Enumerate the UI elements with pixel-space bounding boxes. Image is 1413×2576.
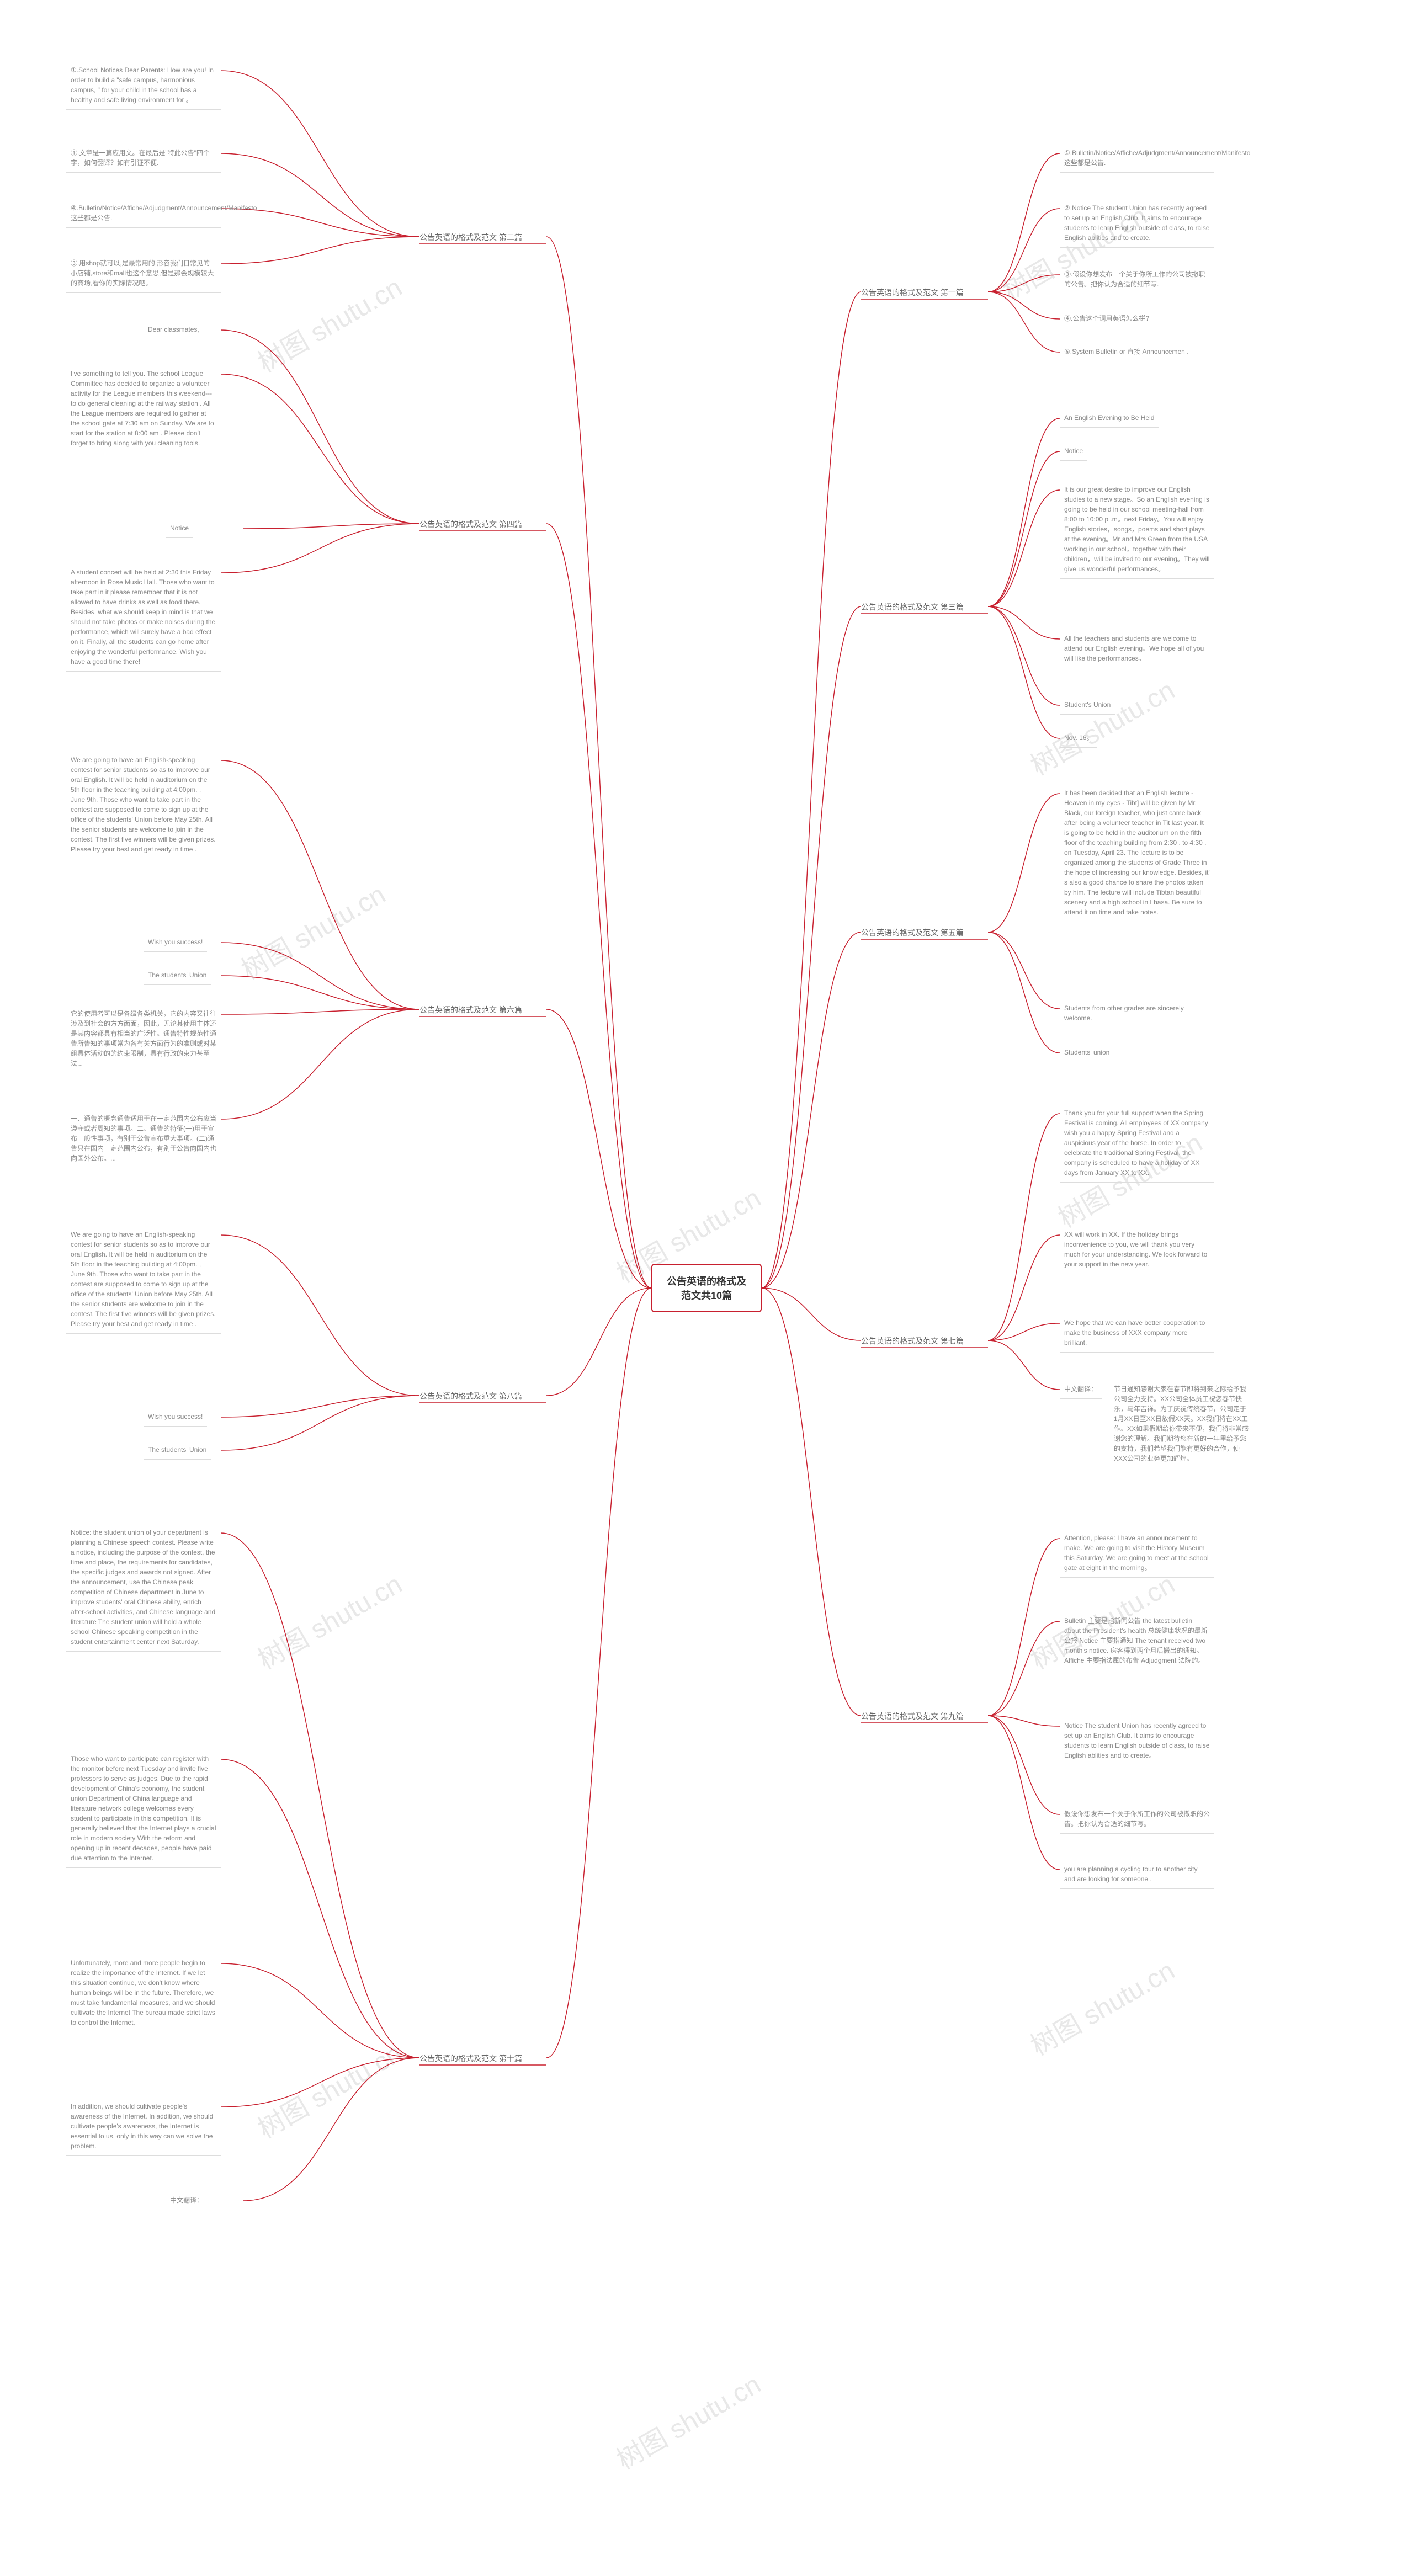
leaf-node: you are planning a cycling tour to anoth… <box>1060 1860 1214 1889</box>
leaf-node: ④.Bulletin/Notice/Affiche/Adjudgment/Ann… <box>66 199 221 228</box>
leaf-node: Students from other grades are sincerely… <box>1060 999 1214 1028</box>
leaf-node: We are going to have an English-speaking… <box>66 751 221 859</box>
mindmap-container: 公告英语的格式及范文共10篇 树图 shutu.cn树图 shutu.cn树图 … <box>0 0 1413 2576</box>
leaf-node: Wish you success! <box>144 933 207 952</box>
branch-label: 公告英语的格式及范文 第九篇 <box>861 1711 964 1722</box>
center-node: 公告英语的格式及范文共10篇 <box>651 1264 762 1312</box>
leaf-node: It is our great desire to improve our En… <box>1060 480 1214 579</box>
branch-label: 公告英语的格式及范文 第一篇 <box>861 287 964 298</box>
leaf-node: Dear classmates, <box>144 320 204 339</box>
leaf-node: We are going to have an English-speaking… <box>66 1225 221 1334</box>
leaf-subtext: 节日通知感谢大家在春节即将到来之际给予我公司全力支持。XX公司全体员工祝您春节快… <box>1109 1380 1253 1468</box>
leaf-node: Wish you success! <box>144 1407 207 1427</box>
branch-label: 公告英语的格式及范文 第二篇 <box>419 232 522 243</box>
leaf-node: A student concert will be held at 2:30 t… <box>66 563 221 672</box>
branch-label: 公告英语的格式及范文 第八篇 <box>419 1391 522 1402</box>
leaf-node: The students' Union <box>144 1440 211 1460</box>
leaf-node: ①.School Notices Dear Parents: How are y… <box>66 61 221 110</box>
branch-label: 公告英语的格式及范文 第三篇 <box>861 602 964 613</box>
branch-label: 公告英语的格式及范文 第五篇 <box>861 927 964 938</box>
leaf-node: Notice <box>1060 441 1087 461</box>
branch-label: 公告英语的格式及范文 第七篇 <box>861 1335 964 1346</box>
leaf-node: Bulletin 主要是指新闻公告 the latest bulletin ab… <box>1060 1611 1214 1670</box>
leaf-node: ③.用shop就可以,是最常用的,形容我们日常见的小店铺,store和mall也… <box>66 254 221 293</box>
leaf-node: Attention, please: I have an announcemen… <box>1060 1529 1214 1578</box>
leaf-node: Student's Union <box>1060 695 1115 715</box>
leaf-node: Notice The student Union has recently ag… <box>1060 1716 1214 1765</box>
leaf-node: The students' Union <box>144 966 211 985</box>
branch-label: 公告英语的格式及范文 第十篇 <box>419 2053 522 2064</box>
leaf-node: ④.公告这个词用英语怎么拼? <box>1060 309 1154 328</box>
leaf-node: ⑤.System Bulletin or 直接 Announcemen . <box>1060 342 1193 361</box>
leaf-node: XX will work in XX. If the holiday bring… <box>1060 1225 1214 1274</box>
leaf-node: We hope that we can have better cooperat… <box>1060 1313 1214 1353</box>
leaf-node: Thank you for your full support when the… <box>1060 1104 1214 1183</box>
leaf-node: ①.文章是一篇应用文。在最后是"特此公告"四个字，如何翻译？如有引证不便. <box>66 143 221 173</box>
leaf-node: 中文翻译： <box>166 2191 208 2210</box>
leaf-node: Students' union <box>1060 1043 1114 1062</box>
leaf-node: 一、通告的概念通告适用于在一定范围内公布应当遵守或者周知的事项。二、通告的特征(… <box>66 1109 221 1168</box>
leaf-node: Notice <box>166 519 193 538</box>
leaf-node: It has been decided that an English lect… <box>1060 784 1214 922</box>
leaf-node: All the teachers and students are welcom… <box>1060 629 1214 668</box>
leaf-node: 它的使用者可以是各级各类机关，它的内容又往往涉及到社会的方方面面，因此，无论其使… <box>66 1004 221 1073</box>
leaf-node: Those who want to participate can regist… <box>66 1749 221 1868</box>
leaf-node: Nov. 16。 <box>1060 728 1097 748</box>
leaf-node: ①.Bulletin/Notice/Affiche/Adjudgment/Ann… <box>1060 143 1214 173</box>
leaf-node: ③.假设你想发布一个关于你所工作的公司被撤职的公告。把你认为合适的细节写. <box>1060 265 1214 294</box>
leaf-node: Unfortunately, more and more people begi… <box>66 1954 221 2032</box>
branch-label: 公告英语的格式及范文 第四篇 <box>419 519 522 530</box>
leaf-node: ②.Notice The student Union has recently … <box>1060 199 1214 248</box>
branch-label: 公告英语的格式及范文 第六篇 <box>419 1004 522 1015</box>
leaf-node: An English Evening to Be Held <box>1060 408 1159 428</box>
leaf-node: I've something to tell you. The school L… <box>66 364 221 453</box>
leaf-node: In addition, we should cultivate people'… <box>66 2097 221 2156</box>
leaf-node: Notice: the student union of your depart… <box>66 1523 221 1652</box>
leaf-node: 中文翻译： <box>1060 1380 1102 1399</box>
leaf-node: 假设你想发布一个关于你所工作的公司被撤职的公告。把你认为合适的细节写。 <box>1060 1805 1214 1834</box>
